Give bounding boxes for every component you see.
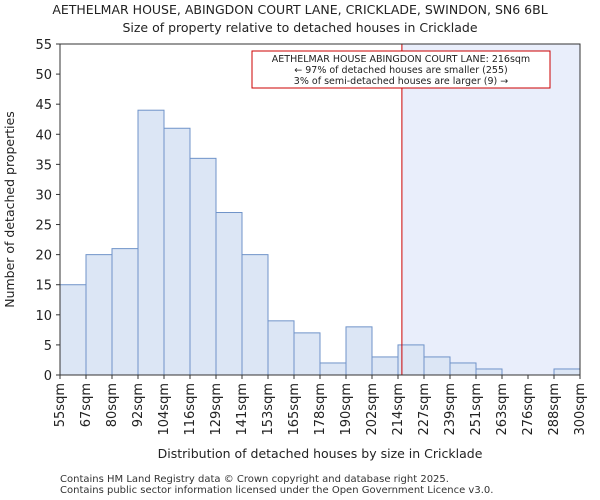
histogram-bar [267, 320, 295, 376]
larger-properties-region [401, 44, 580, 375]
annotation-larger: 3% of semi-detached houses are larger (9… [294, 76, 508, 87]
footer-copyright: Contains HM Land Registry data © Crown c… [60, 474, 449, 485]
histogram-bar [475, 368, 503, 376]
annotation-smaller: ← 97% of detached houses are smaller (25… [294, 65, 507, 76]
x-tick-label: 263sqm [495, 383, 510, 436]
histogram-bar [189, 157, 217, 376]
y-tick-label: 45 [35, 98, 52, 113]
x-tick-label: 116sqm [183, 383, 198, 436]
y-tick-label: 10 [35, 309, 52, 324]
x-tick-label: 129sqm [209, 383, 224, 436]
histogram-bar [319, 362, 347, 376]
histogram-bar [137, 109, 165, 376]
x-tick-label: 178sqm [313, 383, 328, 436]
histogram-bar [85, 254, 113, 376]
annotation-box: AETHELMAR HOUSE ABINGDON COURT LANE: 216… [251, 50, 551, 89]
x-axis-label: Distribution of detached houses by size … [158, 446, 483, 461]
y-tick-label: 40 [35, 128, 52, 143]
x-tick-label: 153sqm [261, 383, 276, 436]
chart-subtitle: Size of property relative to detached ho… [122, 20, 478, 35]
x-tick-label: 251sqm [469, 383, 484, 436]
y-tick-label: 35 [35, 158, 52, 173]
annotation-title: AETHELMAR HOUSE ABINGDON COURT LANE: 216… [272, 54, 530, 65]
y-tick-label: 0 [44, 369, 52, 384]
x-tick-label: 202sqm [365, 383, 380, 436]
x-tick-label: 92sqm [131, 383, 146, 427]
y-tick-label: 15 [35, 279, 52, 294]
x-tick-label: 80sqm [105, 383, 120, 427]
histogram-bar [293, 332, 321, 376]
y-axis-label: Number of detached properties [2, 111, 17, 308]
histogram-bar [215, 212, 243, 376]
histogram-bar [371, 356, 399, 376]
histogram-bar [59, 284, 87, 376]
chart-title: AETHELMAR HOUSE, ABINGDON COURT LANE, CR… [52, 2, 548, 17]
footer-licence: Contains public sector information licen… [60, 485, 494, 496]
histogram-bar [163, 127, 191, 376]
histogram-bar [241, 254, 269, 376]
y-tick-label: 30 [35, 188, 52, 203]
y-tick-label: 5 [44, 339, 52, 354]
x-tick-label: 239sqm [443, 383, 458, 436]
x-tick-label: 300sqm [573, 383, 588, 436]
x-tick-label: 165sqm [287, 383, 302, 436]
histogram-bar [423, 356, 451, 376]
y-tick-label: 50 [35, 68, 52, 83]
y-tick-label: 25 [35, 219, 52, 234]
y-tick-label: 20 [35, 249, 52, 264]
histogram-bar [345, 326, 373, 376]
x-tick-label: 141sqm [235, 383, 250, 436]
x-tick-label: 288sqm [547, 383, 562, 436]
x-tick-label: 214sqm [391, 383, 406, 436]
y-tick-label: 55 [35, 38, 52, 53]
x-tick-label: 67sqm [79, 383, 94, 427]
x-tick-label: 104sqm [157, 383, 172, 436]
histogram-bar [553, 368, 581, 376]
x-tick-label: 55sqm [53, 383, 68, 427]
x-tick-label: 227sqm [417, 383, 432, 436]
histogram-bar [111, 248, 139, 376]
histogram-bar [449, 362, 477, 376]
x-tick-label: 276sqm [521, 383, 536, 436]
x-tick-label: 190sqm [339, 383, 354, 436]
